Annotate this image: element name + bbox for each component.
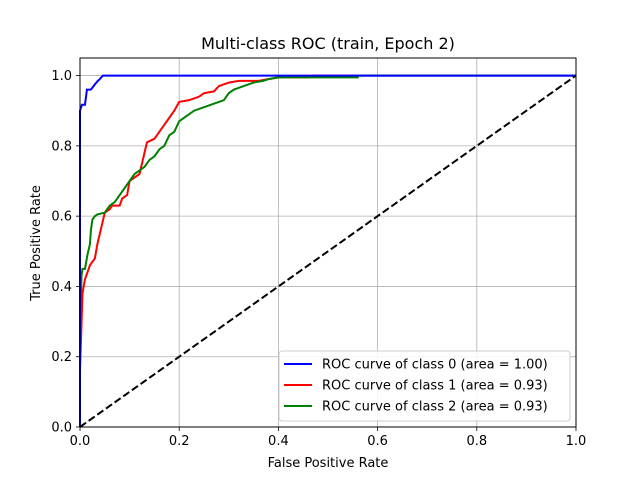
chance-diagonal-line [79,74,577,428]
y-tick-label: 0.4 [51,280,72,295]
x-tick-label: 0.8 [466,434,487,449]
y-axis: 0.0 0.2 0.4 0.6 0.8 1.0 [51,69,80,436]
x-tick-label: 0.2 [169,434,190,449]
legend-entry: ROC curve of class 0 (area = 1.00) [322,358,548,373]
x-tick-label: 0.4 [268,434,289,449]
x-tick-label: 0.0 [70,434,91,449]
roc-curve-class-1 [79,74,358,427]
roc-curve-class-2 [79,74,576,427]
x-tick-label: 1.0 [566,434,587,449]
y-tick-label: 1.0 [51,69,72,84]
legend-entry: ROC curve of class 2 (area = 0.93) [322,400,548,415]
y-tick-label: 0.6 [51,210,72,225]
legend-entry: ROC curve of class 1 (area = 0.93) [322,379,548,394]
y-tick-label: 0.2 [51,350,72,365]
plot-frame [79,57,577,428]
y-tick-label: 0.0 [51,421,72,436]
legend: ROC curve of class 0 (area = 1.00) ROC cu… [278,350,571,422]
roc-curve-class-0 [79,74,576,427]
chart-title: Multi-class ROC (train, Epoch 2) [201,34,455,53]
y-axis-label: True Positive Rate [29,185,44,302]
legend-box [278,350,571,422]
y-tick-label: 0.8 [51,139,72,154]
curves [79,74,577,428]
x-tick-label: 0.6 [367,434,388,449]
x-axis-label: False Positive Rate [268,456,389,471]
x-axis: 0.0 0.2 0.4 0.6 0.8 1.0 [70,427,587,449]
